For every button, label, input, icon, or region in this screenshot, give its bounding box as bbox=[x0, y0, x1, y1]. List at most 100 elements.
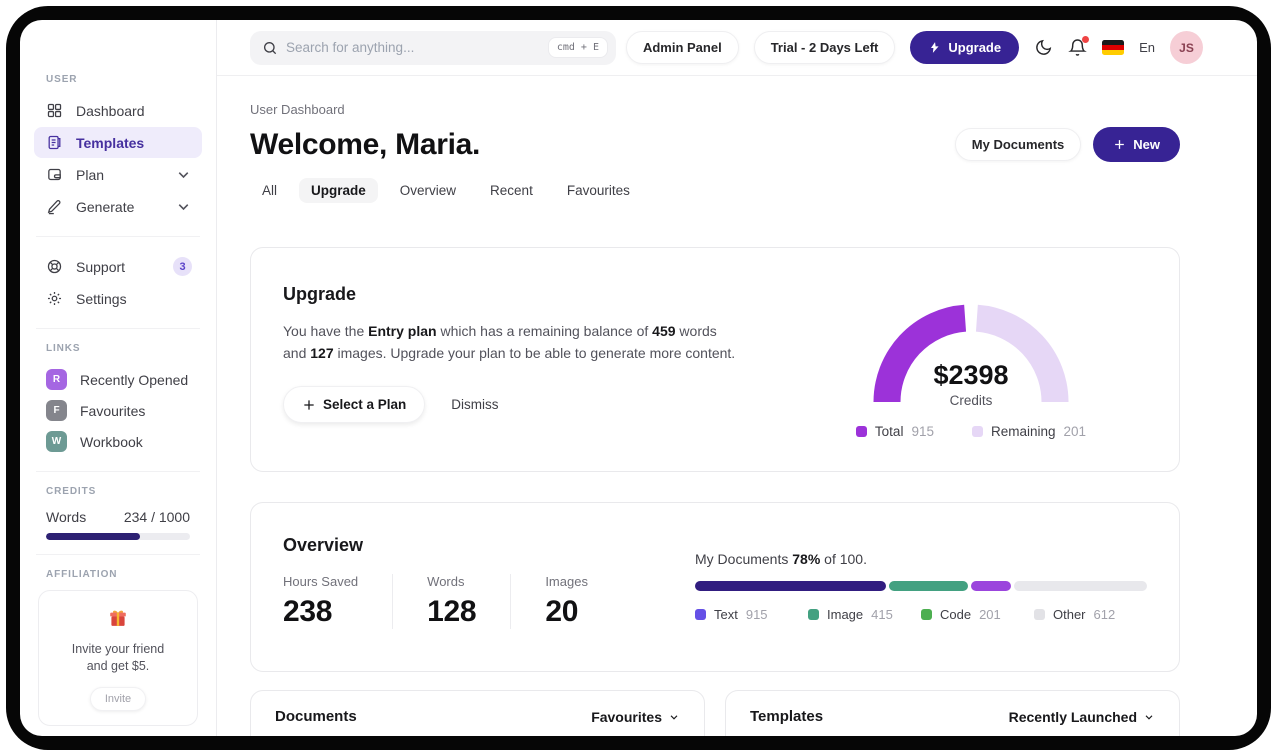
link-label: Workbook bbox=[80, 433, 143, 450]
chevron-down-icon bbox=[670, 714, 678, 720]
gauge-center-value: $2398 bbox=[933, 360, 1009, 390]
sidebar-divider bbox=[36, 236, 200, 237]
tab-upgrade[interactable]: Upgrade bbox=[299, 178, 378, 203]
legend-swatch bbox=[971, 426, 983, 437]
credits-progress-fill bbox=[46, 533, 140, 540]
topbar: cmd + E Admin Panel Trial - 2 Days Left … bbox=[217, 20, 1257, 76]
sidebar-item-support[interactable]: Support 3 bbox=[34, 251, 202, 282]
my-documents-button[interactable]: My Documents bbox=[954, 128, 1082, 161]
upgrade-card: Upgrade You have the Entry plan which ha… bbox=[250, 247, 1180, 472]
legend-item-text: Text 915 bbox=[695, 607, 808, 622]
sidebar-section-affiliation: AFFILIATION bbox=[46, 569, 118, 580]
invite-button[interactable]: Invite bbox=[89, 686, 147, 711]
sidebar-item-label: Dashboard bbox=[76, 102, 145, 119]
lightning-icon bbox=[931, 42, 939, 53]
affiliation-card: Invite your friend and get $5. Invite bbox=[38, 590, 198, 726]
support-count-badge: 3 bbox=[173, 257, 192, 276]
gauge-chart bbox=[873, 304, 1069, 403]
sidebar-item-generate[interactable]: Generate bbox=[34, 191, 202, 222]
sidebar-item-dashboard[interactable]: Dashboard bbox=[34, 95, 202, 126]
notifications-button[interactable] bbox=[1068, 36, 1090, 57]
tab-overview[interactable]: Overview bbox=[399, 183, 457, 198]
legend-swatch bbox=[1034, 609, 1045, 620]
gift-icon bbox=[110, 610, 126, 626]
overview-card-title: Overview bbox=[283, 535, 364, 555]
legend-swatch bbox=[921, 609, 932, 620]
legend-swatch bbox=[695, 609, 706, 620]
tab-all[interactable]: All bbox=[262, 183, 278, 198]
credits-words-label: Words bbox=[46, 509, 87, 525]
search-input[interactable] bbox=[278, 40, 548, 55]
templates-filter-dropdown[interactable]: Recently Launched bbox=[1009, 709, 1155, 725]
stat-words: Words 128 bbox=[392, 574, 510, 629]
select-plan-button[interactable]: Select a Plan bbox=[283, 386, 426, 424]
user-avatar[interactable]: JS bbox=[1170, 31, 1203, 64]
bar-segment-code bbox=[971, 581, 1012, 591]
trial-status-button[interactable]: Trial - 2 Days Left bbox=[753, 31, 896, 64]
gauge-segment-total bbox=[873, 304, 967, 403]
sidebar-item-plan[interactable]: Plan bbox=[34, 159, 202, 190]
language-label[interactable]: En bbox=[1139, 40, 1155, 55]
bell-icon bbox=[1068, 39, 1087, 56]
sidebar-link-favourites[interactable]: F Favourites bbox=[34, 395, 202, 426]
sidebar-link-workbook[interactable]: W Workbook bbox=[34, 426, 202, 457]
sidebar-divider bbox=[36, 471, 200, 472]
stacked-progress-bar bbox=[695, 581, 1147, 591]
search-shortcut-hint: cmd + E bbox=[547, 37, 608, 58]
tab-recent[interactable]: Recent bbox=[490, 183, 533, 198]
breadcrumb: User Dashboard bbox=[250, 102, 345, 117]
bar-segment-other bbox=[1014, 581, 1147, 591]
documents-card-title: Documents bbox=[275, 708, 357, 725]
templates-card: Templates Recently Launched Blog Post Ti… bbox=[725, 690, 1180, 736]
lifebuoy-icon bbox=[47, 259, 62, 274]
sidebar-item-templates[interactable]: Templates bbox=[34, 127, 202, 158]
dark-mode-toggle[interactable] bbox=[1034, 38, 1053, 57]
sidebar-divider bbox=[36, 328, 200, 329]
legend-item-remaining: Remaining 201 bbox=[971, 424, 1086, 439]
legend-item-total: Total 915 bbox=[855, 424, 934, 439]
legend-swatch bbox=[855, 426, 867, 437]
overview-card: Overview Hours Saved 238 Words 128 Image… bbox=[250, 502, 1180, 672]
link-label: Recently Opened bbox=[80, 371, 189, 388]
page-title: Welcome, Maria. bbox=[250, 127, 481, 161]
filter-tabs: All Upgrade Overview Recent Favourites bbox=[250, 178, 1180, 203]
stat-images: Images 20 bbox=[510, 574, 622, 629]
notification-dot bbox=[1082, 36, 1090, 43]
dismiss-button[interactable]: Dismiss bbox=[451, 397, 499, 413]
search-icon bbox=[264, 41, 277, 54]
link-initial-badge: R bbox=[46, 369, 67, 390]
upgrade-button[interactable]: Upgrade bbox=[910, 31, 1020, 64]
plus-icon bbox=[1115, 140, 1125, 149]
search-bar[interactable]: cmd + E bbox=[250, 30, 616, 65]
chevron-down-icon bbox=[1145, 714, 1153, 720]
plus-icon bbox=[304, 400, 314, 410]
sidebar-section-links: LINKS bbox=[46, 343, 81, 354]
admin-panel-button[interactable]: Admin Panel bbox=[625, 31, 739, 64]
grid-icon bbox=[47, 103, 62, 118]
app-window: USER Dashboard Templates Plan Generate S… bbox=[20, 20, 1257, 736]
legend-item-other: Other 612 bbox=[1034, 607, 1147, 622]
sidebar-item-label: Generate bbox=[76, 198, 135, 215]
sidebar-section-credits: CREDITS bbox=[46, 486, 97, 497]
sidebar: USER Dashboard Templates Plan Generate S… bbox=[20, 20, 217, 736]
sidebar-item-settings[interactable]: Settings bbox=[34, 283, 202, 314]
main-content: User Dashboard Welcome, Maria. My Docume… bbox=[217, 76, 1257, 736]
documents-progress: My Documents 78% of 100. Text 915 bbox=[695, 551, 1147, 622]
gauge-segment-remaining bbox=[975, 304, 1069, 403]
credits-gauge: $2398 Credits Total 915 Remaining bbox=[851, 284, 1091, 439]
documents-card: Documents Favourites Untitled Document i… bbox=[250, 690, 705, 736]
gauge-legend: Total 915 Remaining 201 bbox=[855, 424, 1086, 439]
documents-filter-dropdown[interactable]: Favourites bbox=[591, 709, 680, 725]
upgrade-card-title: Upgrade bbox=[283, 284, 357, 304]
link-initial-badge: W bbox=[46, 431, 67, 452]
sidebar-link-recently-opened[interactable]: R Recently Opened bbox=[34, 364, 202, 395]
moon-icon bbox=[1036, 39, 1052, 55]
bar-segment-text bbox=[695, 581, 886, 591]
credits-progress-track bbox=[46, 533, 190, 540]
new-button[interactable]: New bbox=[1093, 127, 1180, 162]
sidebar-item-label: Support bbox=[76, 258, 126, 275]
upgrade-card-body: You have the Entry plan which has a rema… bbox=[283, 323, 736, 361]
templates-card-title: Templates bbox=[750, 708, 824, 725]
tab-favourites[interactable]: Favourites bbox=[566, 183, 630, 198]
language-flag-germany[interactable] bbox=[1102, 40, 1125, 55]
